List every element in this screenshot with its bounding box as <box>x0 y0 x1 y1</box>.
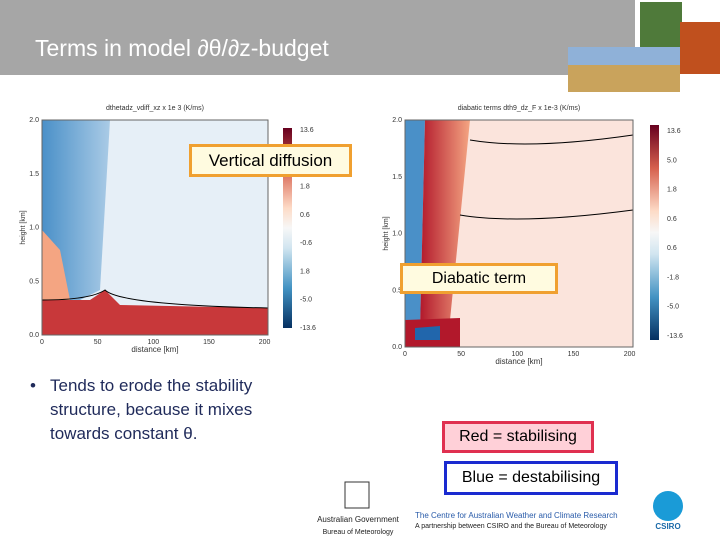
header-bar <box>0 0 635 75</box>
slide-title: Terms in model ∂θ/∂z-budget <box>35 35 329 61</box>
colorbar <box>283 128 292 328</box>
bureau-name: Bureau of Meteorology <box>323 529 394 536</box>
csiro-label: CSIRO <box>655 522 680 531</box>
photo-forest <box>640 2 682 48</box>
colorbar <box>650 125 659 340</box>
plot-title: diabatic terms dth9_dz_F x 1e-3 (K/ms) <box>458 105 581 112</box>
colorbar-label: 1.8 <box>300 184 310 191</box>
x-tick-label: 200 <box>259 339 271 346</box>
y-label: height [km] <box>20 210 27 244</box>
colorbar-label: 5.0 <box>667 157 677 164</box>
x-tick-label: 150 <box>203 339 215 346</box>
plot-title: dthetadz_vdiff_xz x 1e 3 (K/ms) <box>106 105 204 112</box>
x-tick-label: 200 <box>624 351 636 358</box>
colorbar-label: -0.6 <box>300 240 312 247</box>
y-tick-label: 1.5 <box>392 174 402 181</box>
y-tick-label: 0.0 <box>392 344 402 351</box>
red-band <box>42 290 268 335</box>
blue-base <box>415 326 440 340</box>
partnership: A partnership between CSIRO and the Bure… <box>415 523 607 530</box>
x-label: distance [km] <box>131 345 178 354</box>
crest <box>344 481 370 509</box>
bullet-line: towards constant θ. <box>50 424 198 443</box>
colorbar-label: 13.6 <box>300 127 314 134</box>
x-tick-label: 100 <box>511 351 523 358</box>
csiro-logo <box>653 491 683 521</box>
x-tick-label: 50 <box>94 339 102 346</box>
colorbar-label: -13.6 <box>667 333 683 340</box>
colorbar-label: 0.6 <box>300 212 310 219</box>
colorbar-label: -5.0 <box>300 297 312 304</box>
red-patch <box>42 230 70 300</box>
y-tick-label: 1.5 <box>29 171 39 178</box>
colorbar-label: 0.6 <box>667 245 677 252</box>
plot-frame <box>41 119 269 336</box>
y-tick-label: 0.5 <box>29 278 39 285</box>
photo-fire <box>680 22 720 74</box>
y-label: height [km] <box>383 216 390 250</box>
y-tick-label: 0.0 <box>29 332 39 339</box>
y-tick-label: 1.0 <box>392 231 402 238</box>
x-tick-label: 100 <box>147 339 159 346</box>
colorbar-label: -13.6 <box>300 325 316 332</box>
photo-sky <box>568 47 680 65</box>
x-tick-label: 0 <box>403 351 407 358</box>
bullet-line: Tends to erode the stability • <box>30 374 330 398</box>
plot-frame <box>404 119 634 348</box>
bullet-dot: • <box>30 376 36 395</box>
colorbar-label: 1.8 <box>667 187 677 194</box>
callout-red: Red = stabilising <box>442 421 594 453</box>
contour <box>459 134 634 220</box>
x-tick-label: 50 <box>457 351 465 358</box>
x-label: distance [km] <box>495 357 542 366</box>
callout-diabatic: Diabatic term <box>400 263 558 294</box>
y-tick-label: 2.0 <box>392 117 402 124</box>
colorbar-label: -1.8 <box>667 274 679 281</box>
colorbar-label: 0.6 <box>667 216 677 223</box>
y-tick-label: 2.0 <box>29 117 39 124</box>
x-tick-label: 0 <box>40 339 44 346</box>
y-tick-label: 0.5 <box>392 287 402 294</box>
bullet-line: structure, because it mixes <box>50 400 253 419</box>
callout-blue: Blue = destabilising <box>444 461 618 495</box>
contour <box>41 289 269 309</box>
gov-name: Australian Government <box>317 515 400 524</box>
centre-name: The Centre for Australian Weather and Cl… <box>415 511 618 520</box>
x-tick-label: 150 <box>568 351 580 358</box>
callout-vertical: Vertical diffusion <box>189 144 352 177</box>
y-tick-label: 1.0 <box>29 225 39 232</box>
colorbar-label: 1.8 <box>300 268 310 275</box>
colorbar-label: 13.6 <box>667 128 681 135</box>
bullet-text: Tends to erode the stability • structure, … <box>30 374 330 446</box>
colorbar-label: -5.0 <box>667 304 679 311</box>
